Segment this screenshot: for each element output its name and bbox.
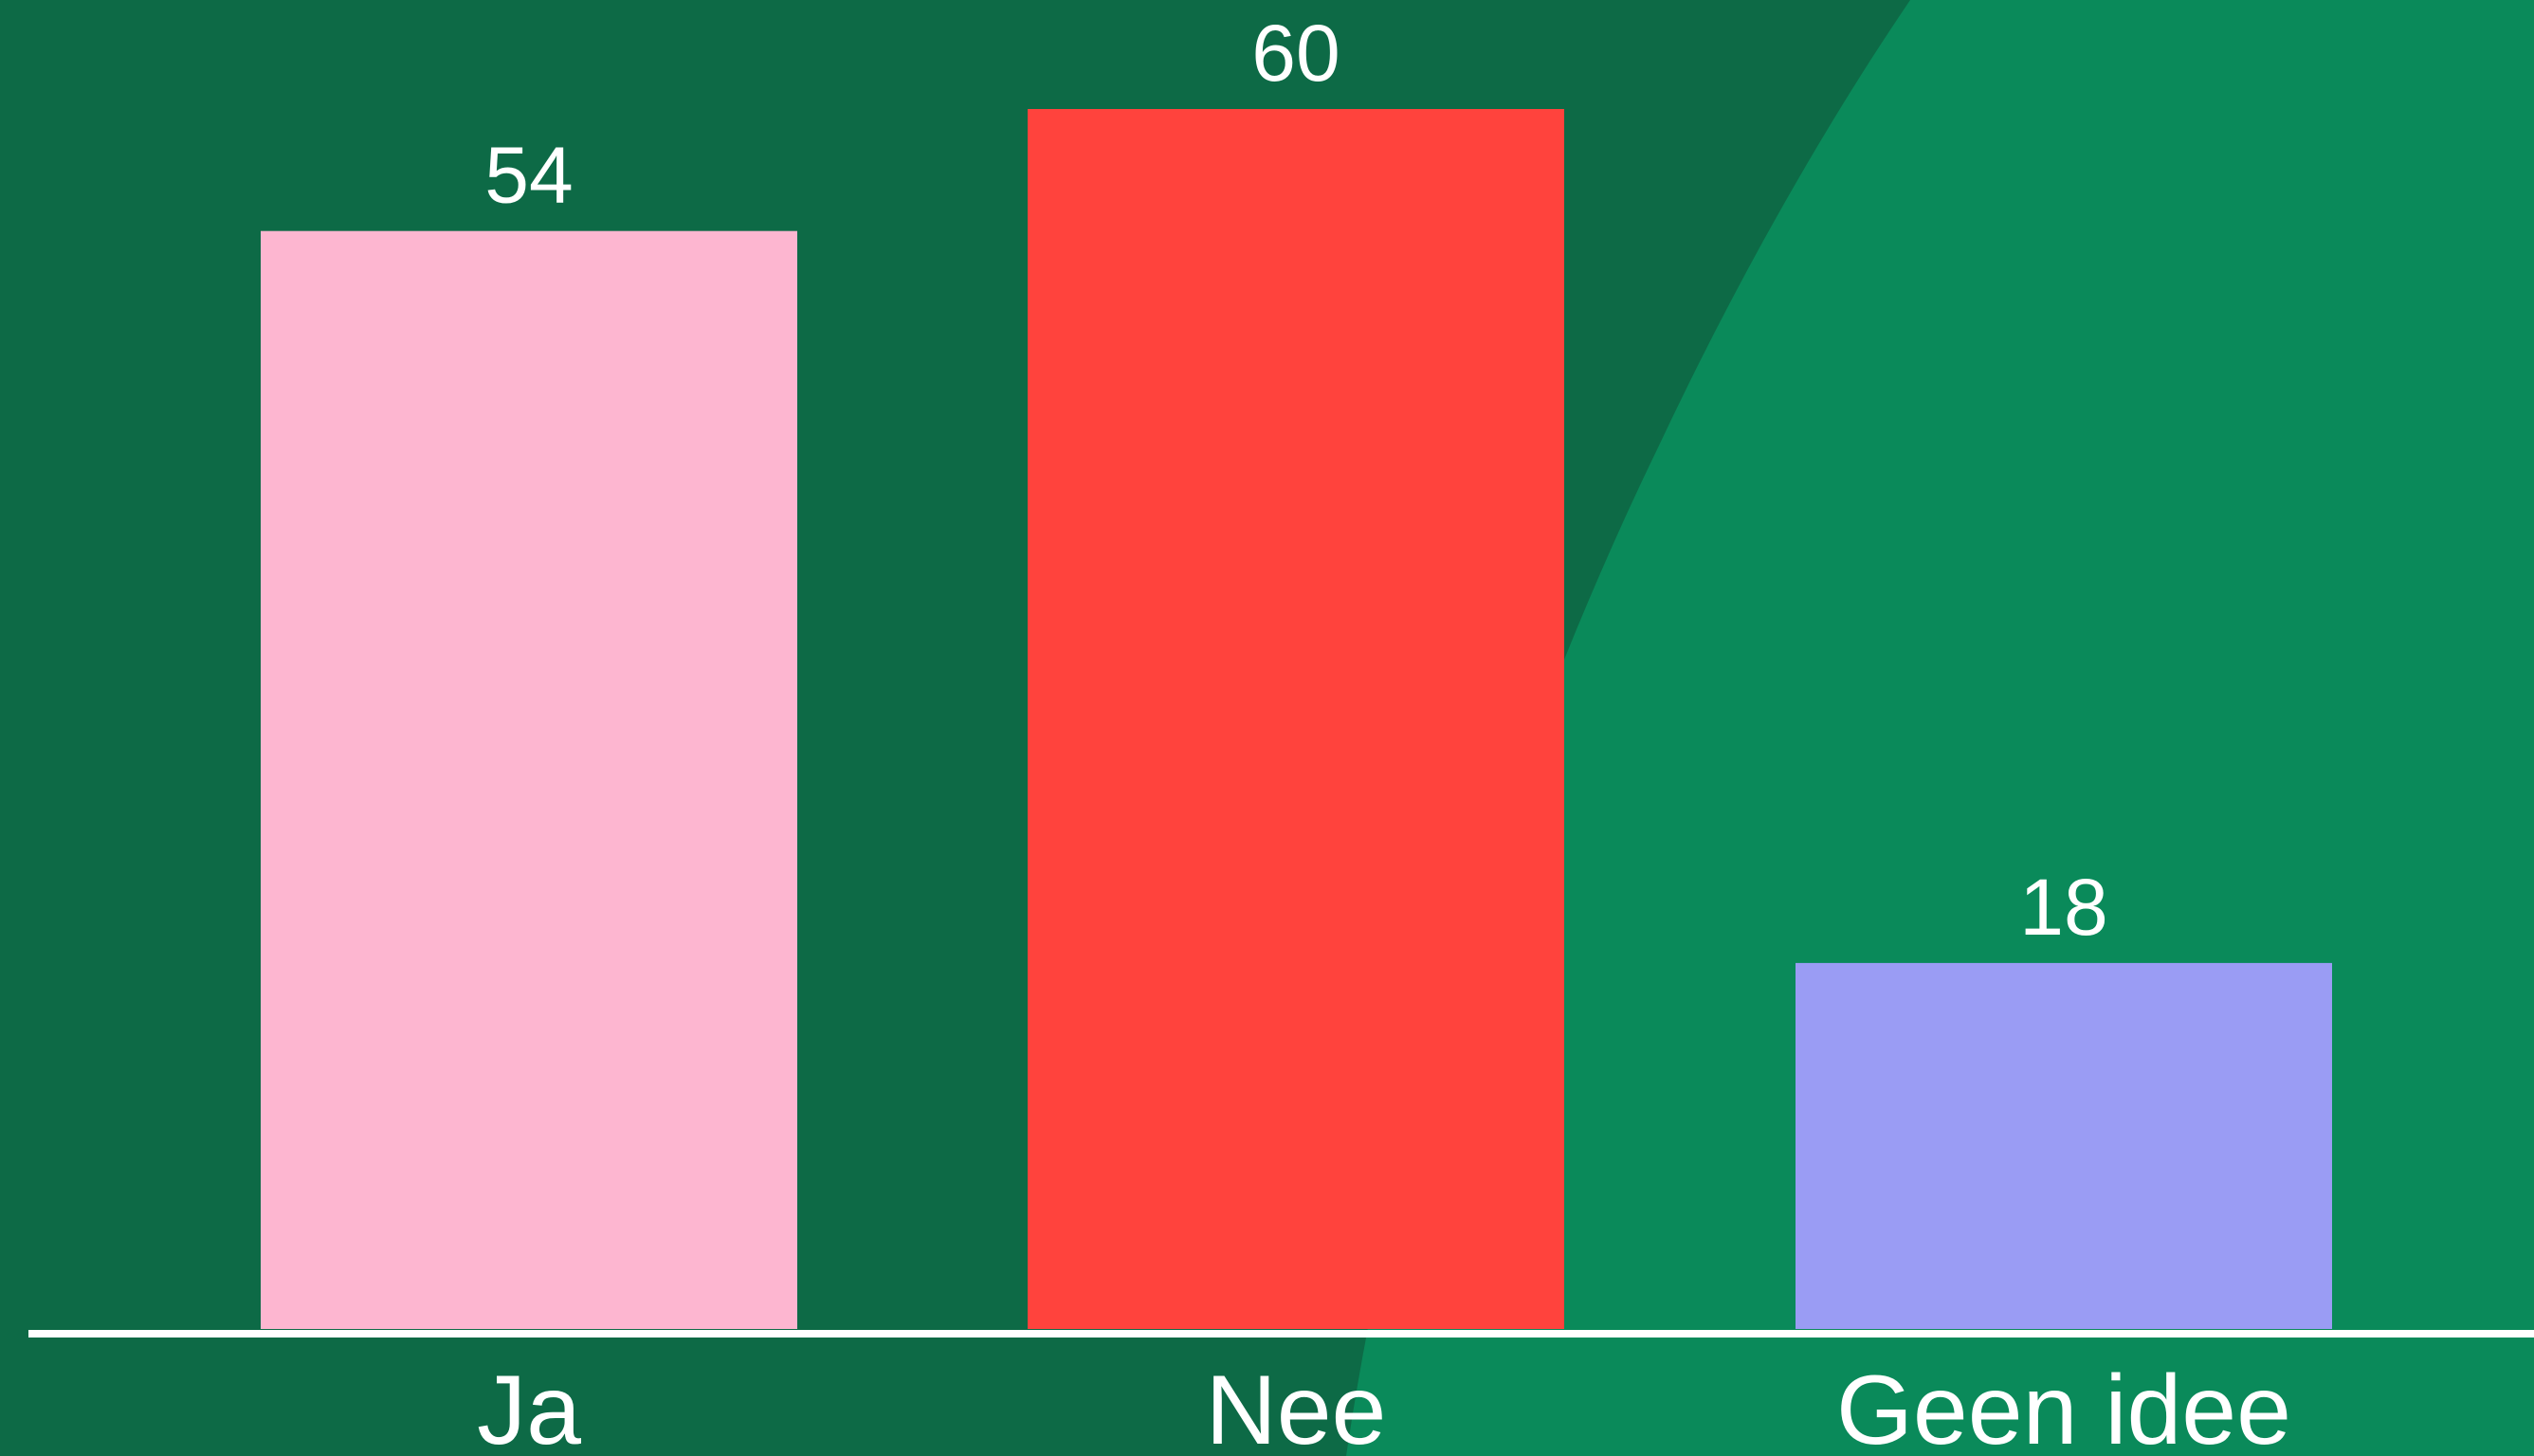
category-label-ja: Ja xyxy=(477,1356,581,1456)
bar-ja xyxy=(261,230,797,1330)
value-labels: 54 60 18 xyxy=(484,9,2107,952)
value-label-nee: 60 xyxy=(1251,9,1340,98)
value-label-geen-idee: 18 xyxy=(2019,863,2107,952)
category-label-geen-idee: Geen idee xyxy=(1836,1356,2291,1456)
category-labels: Ja Nee Geen idee xyxy=(477,1356,2291,1456)
bars xyxy=(261,109,2332,1330)
category-label-nee: Nee xyxy=(1206,1356,1387,1456)
value-label-ja: 54 xyxy=(484,131,573,220)
bar-geen-idee xyxy=(1796,962,2332,1329)
bar-nee xyxy=(1028,109,1564,1329)
